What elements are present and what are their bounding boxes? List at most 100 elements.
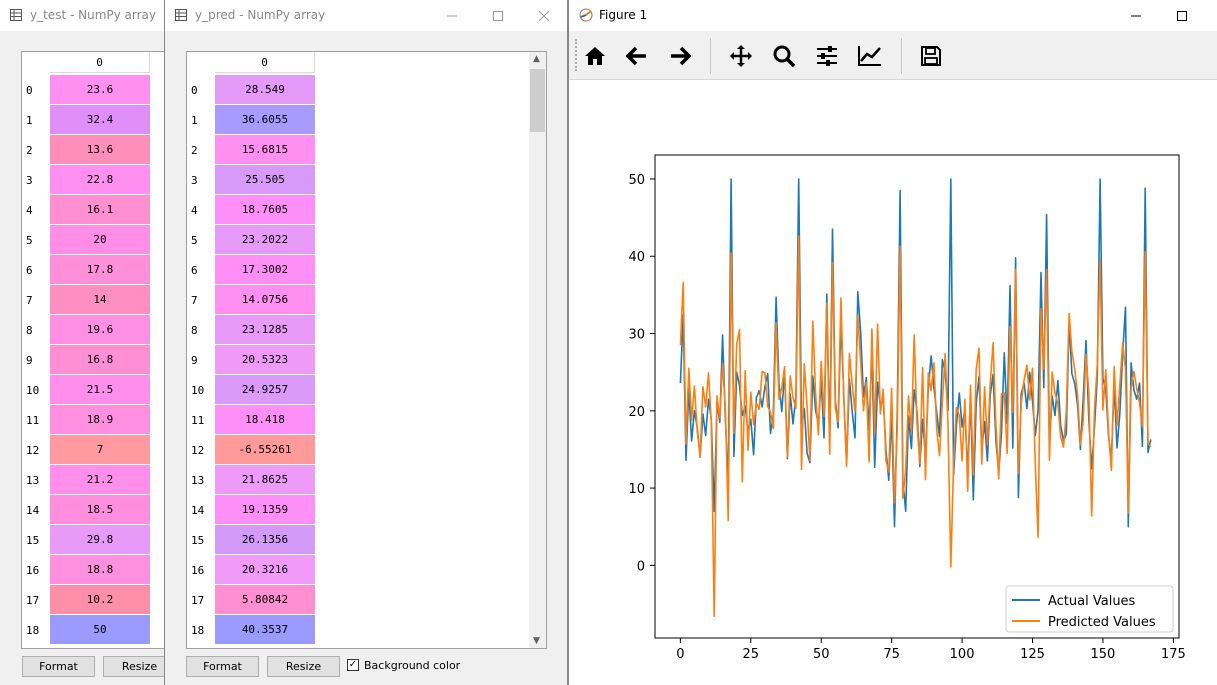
ypred-cell[interactable]: 20.3216 — [215, 555, 315, 585]
configure-subplots-button[interactable] — [810, 40, 844, 72]
ypred-cell[interactable]: 24.9257 — [215, 375, 315, 405]
ytest-cell[interactable]: 14 — [50, 285, 150, 315]
ypred-row-index[interactable]: 6 — [191, 264, 198, 277]
maximize-button[interactable] — [1159, 0, 1205, 31]
ytest-row-index[interactable]: 13 — [26, 474, 40, 487]
ypred-cell[interactable]: -6.55261 — [215, 435, 315, 465]
ytest-cell[interactable]: 18.5 — [50, 495, 150, 525]
ypred-row-index[interactable]: 9 — [191, 354, 198, 367]
ypred-resize-button[interactable]: Resize — [267, 656, 340, 677]
zoom-button[interactable] — [767, 40, 801, 72]
ypred-row-index[interactable]: 3 — [191, 174, 198, 187]
ytest-cell[interactable]: 20 — [50, 225, 150, 255]
ytest-cell[interactable]: 16.1 — [50, 195, 150, 225]
ypred-cell[interactable]: 21.8625 — [215, 465, 315, 495]
ytest-cell[interactable]: 13.6 — [50, 135, 150, 165]
ypred-cell[interactable]: 25.505 — [215, 165, 315, 195]
ytest-row-index[interactable]: 5 — [26, 234, 33, 247]
line-chart[interactable]: 0 25 50 75 100 125 150 175 0 10 20 30 40 50 Actual Val… — [569, 79, 1217, 685]
minimize-button[interactable] — [429, 0, 475, 31]
ypred-row-index[interactable]: 11 — [191, 414, 205, 427]
scroll-up-arrow[interactable]: ▲ — [533, 54, 540, 64]
ypred-row-index[interactable]: 0 — [191, 84, 198, 97]
ytest-table[interactable]: 0 0 23.6 1 32.4 2 13.6 3 22.8 4 16.1 5 20 6 17.8 7 14 8 1… — [21, 51, 165, 649]
ytest-row-index[interactable]: 1 — [26, 114, 33, 127]
ypred-cell[interactable]: 18.7605 — [215, 195, 315, 225]
ypred-cell[interactable]: 15.6815 — [215, 135, 315, 165]
ypred-row-index[interactable]: 10 — [191, 384, 205, 397]
scrollbar-thumb[interactable] — [530, 69, 545, 132]
ypred-cell[interactable]: 36.6055 — [215, 105, 315, 135]
ytest-cell[interactable]: 50 — [50, 615, 150, 645]
ypred-row-index[interactable]: 4 — [191, 204, 198, 217]
ytest-row-index[interactable]: 3 — [26, 174, 33, 187]
ypred-row-index[interactable]: 8 — [191, 324, 198, 337]
forward-button[interactable] — [663, 40, 697, 72]
ytest-cell[interactable]: 23.6 — [50, 75, 150, 105]
back-button[interactable] — [620, 40, 654, 72]
ypred-cell[interactable]: 20.5323 — [215, 345, 315, 375]
ytest-row-index[interactable]: 9 — [26, 354, 33, 367]
ypred-cell[interactable]: 40.3537 — [215, 615, 315, 645]
ypred-cell[interactable]: 18.418 — [215, 405, 315, 435]
ytest-titlebar[interactable]: y_test - NumPy array — [0, 0, 165, 31]
ypred-cell[interactable]: 28.549 — [215, 75, 315, 105]
save-button[interactable] — [914, 40, 948, 72]
ytest-row-index[interactable]: 18 — [26, 624, 40, 637]
ytest-format-button[interactable]: Format — [22, 656, 95, 677]
ypred-row-index[interactable]: 5 — [191, 234, 198, 247]
ypred-row-index[interactable]: 7 — [191, 294, 198, 307]
scroll-down-arrow[interactable]: ▼ — [533, 636, 540, 646]
ytest-row-index[interactable]: 17 — [26, 594, 40, 607]
ytest-cell[interactable]: 32.4 — [50, 105, 150, 135]
ypred-cell[interactable]: 17.3002 — [215, 255, 315, 285]
ypred-titlebar[interactable]: y_pred - NumPy array — [165, 0, 567, 31]
ypred-cell[interactable]: 23.1285 — [215, 315, 315, 345]
pan-button[interactable] — [724, 40, 758, 72]
maximize-button[interactable] — [475, 0, 521, 31]
ytest-row-index[interactable]: 14 — [26, 504, 40, 517]
ytest-cell[interactable]: 21.2 — [50, 465, 150, 495]
ypred-row-index[interactable]: 1 — [191, 114, 198, 127]
ypred-cell[interactable]: 23.2022 — [215, 225, 315, 255]
ypred-cell[interactable]: 5.80842 — [215, 585, 315, 615]
ypred-row-index[interactable]: 2 — [191, 144, 198, 157]
ytest-cell[interactable]: 22.8 — [50, 165, 150, 195]
ytest-row-index[interactable]: 6 — [26, 264, 33, 277]
ytest-row-index[interactable]: 8 — [26, 324, 33, 337]
ypred-row-index[interactable]: 16 — [191, 564, 205, 577]
edit-axis-button[interactable] — [853, 40, 887, 72]
ytest-row-index[interactable]: 11 — [26, 414, 40, 427]
ytest-row-index[interactable]: 16 — [26, 564, 40, 577]
figure-titlebar[interactable]: Figure 1 — [569, 0, 1217, 31]
home-button[interactable] — [578, 40, 612, 72]
ypred-row-index[interactable]: 14 — [191, 504, 205, 517]
ytest-cell[interactable]: 16.8 — [50, 345, 150, 375]
ypred-row-index[interactable]: 17 — [191, 594, 205, 607]
ytest-cell[interactable]: 19.6 — [50, 315, 150, 345]
ytest-row-index[interactable]: 0 — [26, 84, 33, 97]
ytest-row-index[interactable]: 2 — [26, 144, 33, 157]
ytest-column-header[interactable]: 0 — [50, 52, 150, 73]
ypred-cell[interactable]: 14.0756 — [215, 285, 315, 315]
close-button[interactable] — [521, 0, 567, 31]
ytest-cell[interactable]: 21.5 — [50, 375, 150, 405]
ytest-row-index[interactable]: 10 — [26, 384, 40, 397]
ypred-cell[interactable]: 19.1359 — [215, 495, 315, 525]
vertical-scrollbar[interactable]: ▲ ▼ — [529, 52, 546, 648]
ypred-table[interactable]: 0 0 28.549 1 36.6055 2 15.6815 3 25.505 4 18.7605… — [186, 51, 547, 649]
ypred-cell[interactable]: 26.1356 — [215, 525, 315, 555]
ytest-cell[interactable]: 17.8 — [50, 255, 150, 285]
ypred-row-index[interactable]: 18 — [191, 624, 205, 637]
ytest-row-index[interactable]: 4 — [26, 204, 33, 217]
ytest-cell[interactable]: 10.2 — [50, 585, 150, 615]
ytest-cell[interactable]: 29.8 — [50, 525, 150, 555]
ytest-row-index[interactable]: 12 — [26, 444, 40, 457]
ypred-row-index[interactable]: 15 — [191, 534, 205, 547]
ypred-column-header[interactable]: 0 — [215, 52, 315, 73]
ytest-cell[interactable]: 18.9 — [50, 405, 150, 435]
ypred-row-index[interactable]: 12 — [191, 444, 205, 457]
ytest-cell[interactable]: 7 — [50, 435, 150, 465]
ypred-row-index[interactable]: 13 — [191, 474, 205, 487]
background-color-checkbox[interactable]: ✓ — [347, 659, 359, 671]
